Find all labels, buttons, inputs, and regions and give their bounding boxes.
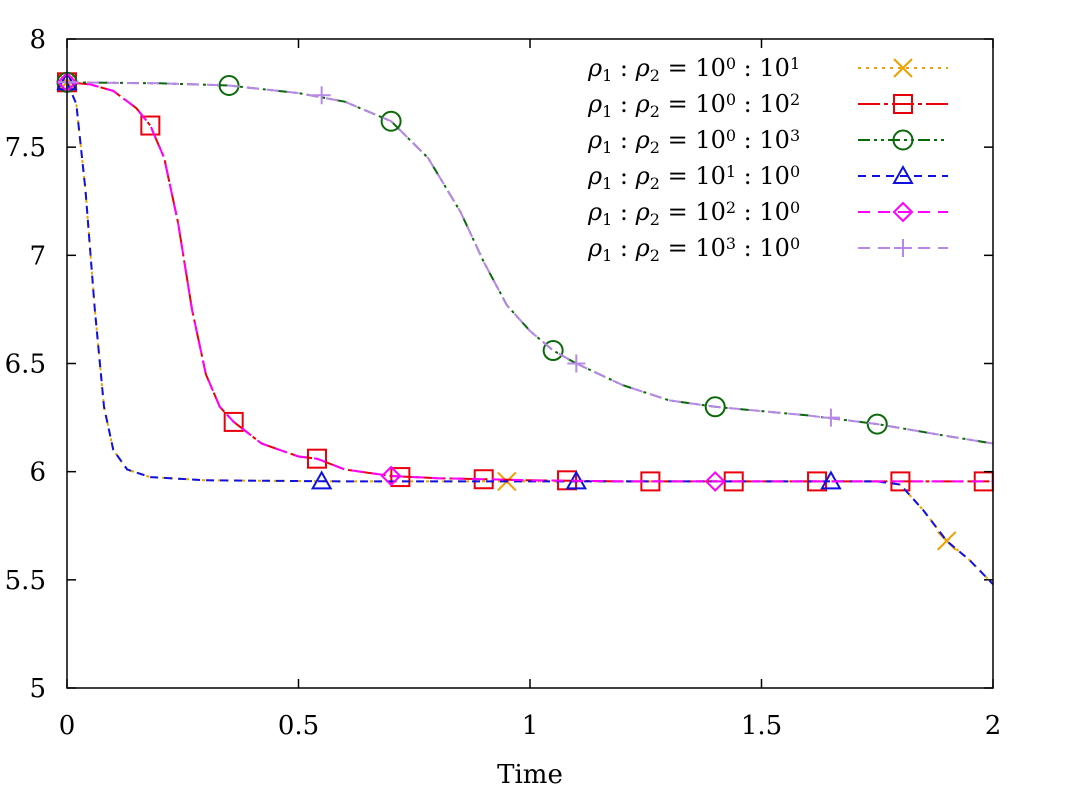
series-4 <box>56 71 994 585</box>
series-2-point-5 <box>390 467 411 488</box>
series-3 <box>56 71 994 445</box>
legend-marker-sample <box>892 129 914 151</box>
series-2-point-2 <box>140 115 161 136</box>
series-3-line <box>66 81 994 445</box>
y-tick-label: 7 <box>29 241 46 271</box>
legend-label: ρ1 : ρ2 = 103 : 100 <box>587 234 800 265</box>
x-tick-label: 1 <box>522 711 539 741</box>
series-4-line <box>66 81 994 585</box>
y-tick-label: 6.5 <box>5 350 46 380</box>
legend-marker-sample <box>893 94 913 114</box>
series-2-point-4 <box>307 448 328 469</box>
legend-marker-sample <box>893 58 913 78</box>
plot-frame <box>66 38 994 689</box>
series-3-point-5 <box>704 396 726 418</box>
legend-entry-6: ρ1 : ρ2 = 103 : 100 <box>587 234 948 265</box>
legend-entry-2: ρ1 : ρ2 = 100 : 102 <box>587 90 948 121</box>
series-3-point-2 <box>218 75 240 97</box>
y-tick-label: 6 <box>29 458 46 488</box>
series-1 <box>57 72 994 585</box>
series-1-line <box>66 81 994 585</box>
x-tick-label: 2 <box>985 711 1002 741</box>
legend-entry-3: ρ1 : ρ2 = 100 : 103 <box>587 126 948 157</box>
series-6-point-4 <box>821 408 840 427</box>
series-2 <box>57 72 994 492</box>
x-tick-label: 0 <box>59 711 76 741</box>
legend-label: ρ1 : ρ2 = 101 : 100 <box>587 162 800 193</box>
legend-label: ρ1 : ρ2 = 100 : 103 <box>587 126 800 157</box>
y-tick-label: 7.5 <box>5 133 46 163</box>
legend-label: ρ1 : ρ2 = 102 : 100 <box>587 198 800 229</box>
series-3-point-4 <box>542 340 564 362</box>
legend-marker-sample <box>892 201 914 223</box>
x-axis-title: Time <box>497 760 563 790</box>
series-6-line <box>66 81 994 445</box>
series-6 <box>58 73 994 445</box>
series-4-point-2 <box>310 470 333 490</box>
series-5-point-2 <box>380 465 402 487</box>
y-tick-label: 5.5 <box>5 566 46 596</box>
series-3-point-6 <box>866 413 888 435</box>
series-layer <box>56 71 994 585</box>
legend-label: ρ1 : ρ2 = 100 : 102 <box>587 90 800 121</box>
legend: ρ1 : ρ2 = 100 : 101 ρ1 : ρ2 = 100 : 102 ρ1… <box>587 54 948 265</box>
ticks-layer: 0 0.5 1 1.5 2 5 5.5 6 6.5 7 7.5 8 <box>5 25 1002 741</box>
legend-label: ρ1 : ρ2 = 100 : 101 <box>587 54 800 85</box>
x-tick-label: 0.5 <box>278 711 319 741</box>
legend-entry-5: ρ1 : ρ2 = 102 : 100 <box>587 198 948 229</box>
legend-entry-4: ρ1 : ρ2 = 101 : 100 <box>587 162 948 193</box>
legend-marker-sample <box>894 239 912 257</box>
series-2-point-3 <box>223 411 244 432</box>
series-6-point-2 <box>312 86 331 105</box>
series-5-line <box>66 81 993 483</box>
legend-marker-sample <box>892 164 914 184</box>
x-tick-label: 1.5 <box>741 711 782 741</box>
series-5 <box>56 71 993 492</box>
series-2-point-11 <box>890 471 911 492</box>
legend-entry-1: ρ1 : ρ2 = 100 : 101 <box>587 54 948 85</box>
series-3-point-3 <box>380 110 402 132</box>
series-5-point-3 <box>704 470 726 492</box>
series-6-point-3 <box>567 354 586 373</box>
y-tick-label: 5 <box>29 674 46 704</box>
y-tick-label: 8 <box>29 25 46 55</box>
